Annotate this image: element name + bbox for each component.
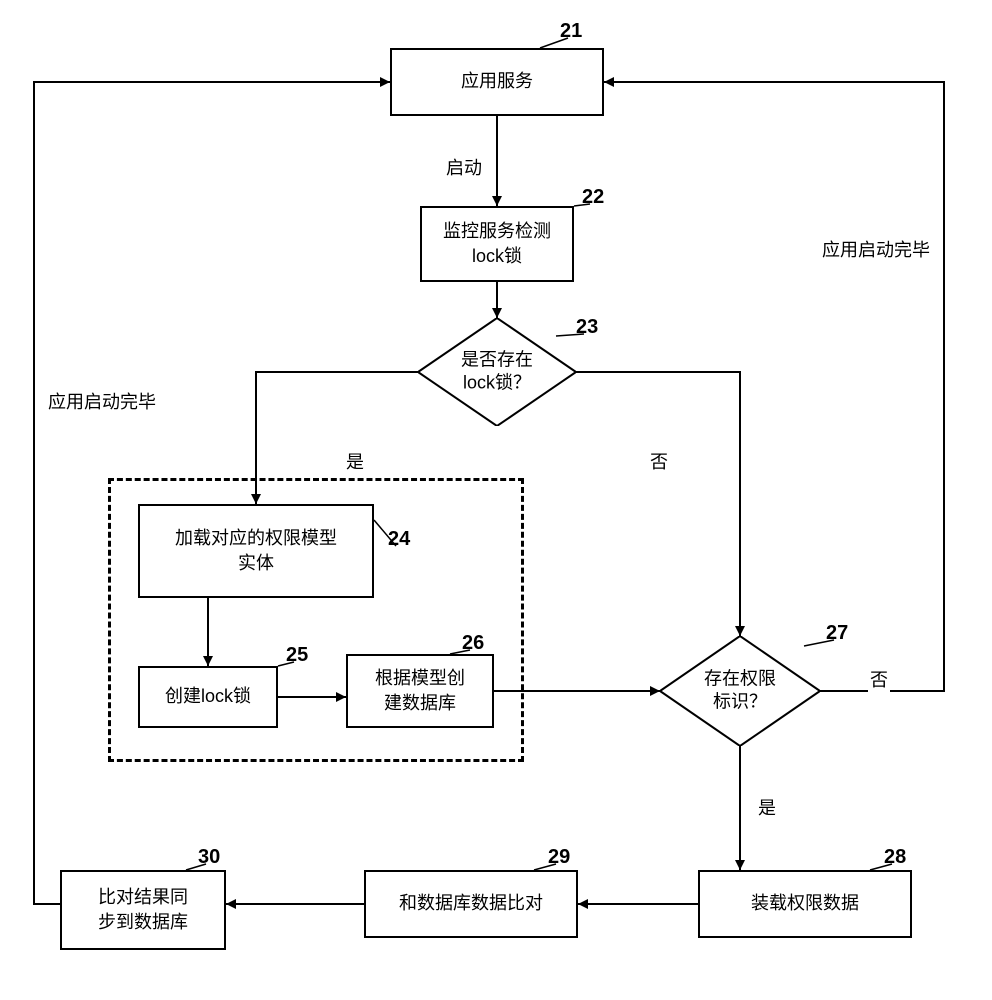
edge-label-e21-22: 启动 xyxy=(444,154,484,180)
node-30: 比对结果同步到数据库 xyxy=(60,870,226,950)
node-28-label: 装载权限数据 xyxy=(751,891,859,916)
node-24: 加载对应的权限模型实体 xyxy=(138,504,374,598)
node-26-label: 根据模型创建数据库 xyxy=(375,666,465,716)
node-26: 根据模型创建数据库 xyxy=(346,654,494,728)
ref-label-28: 28 xyxy=(884,846,906,869)
node-23-label: 是否存在lock锁？ xyxy=(461,349,533,396)
ref-label-24: 24 xyxy=(388,528,410,551)
node-22: 监控服务检测lock锁 xyxy=(420,206,574,282)
edge-e23-no xyxy=(576,372,740,636)
ref-label-25: 25 xyxy=(286,644,308,667)
ref-label-30: 30 xyxy=(198,846,220,869)
edge-label-e23-yes: 是 xyxy=(344,448,366,474)
edge-label-e30-21-sidelabel: 应用启动完毕 xyxy=(46,388,158,414)
node-22-label: 监控服务检测lock锁 xyxy=(443,219,551,269)
node-27-label: 存在权限标识？ xyxy=(704,668,776,715)
flowchart-canvas: 应用服务监控服务检测lock锁是否存在lock锁？ 加载对应的权限模型实体创建lo… xyxy=(0,0,992,1000)
ref-label-21: 21 xyxy=(560,20,582,43)
edge-label-e27-no: 否 xyxy=(868,666,890,692)
edge-e27-no xyxy=(604,82,944,691)
edge-label-e27-yes: 是 xyxy=(756,794,778,820)
node-23: 是否存在lock锁？ xyxy=(418,318,576,426)
ref-label-22: 22 xyxy=(582,186,604,209)
edge-label-e23-no: 否 xyxy=(648,448,670,474)
ref-label-27: 27 xyxy=(826,622,848,645)
node-28: 装载权限数据 xyxy=(698,870,912,938)
ref-label-29: 29 xyxy=(548,846,570,869)
ref-label-23: 23 xyxy=(576,316,598,339)
node-21-label: 应用服务 xyxy=(461,69,533,94)
node-25: 创建lock锁 xyxy=(138,666,278,728)
node-30-label: 比对结果同步到数据库 xyxy=(98,885,188,935)
ref-label-26: 26 xyxy=(462,632,484,655)
node-27: 存在权限标识？ xyxy=(660,636,820,746)
node-29: 和数据库数据比对 xyxy=(364,870,578,938)
node-24-label: 加载对应的权限模型实体 xyxy=(175,526,337,576)
edge-label-e27-no-sidelabel: 应用启动完毕 xyxy=(820,236,932,262)
node-21: 应用服务 xyxy=(390,48,604,116)
node-29-label: 和数据库数据比对 xyxy=(399,891,543,916)
node-25-label: 创建lock锁 xyxy=(165,684,251,709)
